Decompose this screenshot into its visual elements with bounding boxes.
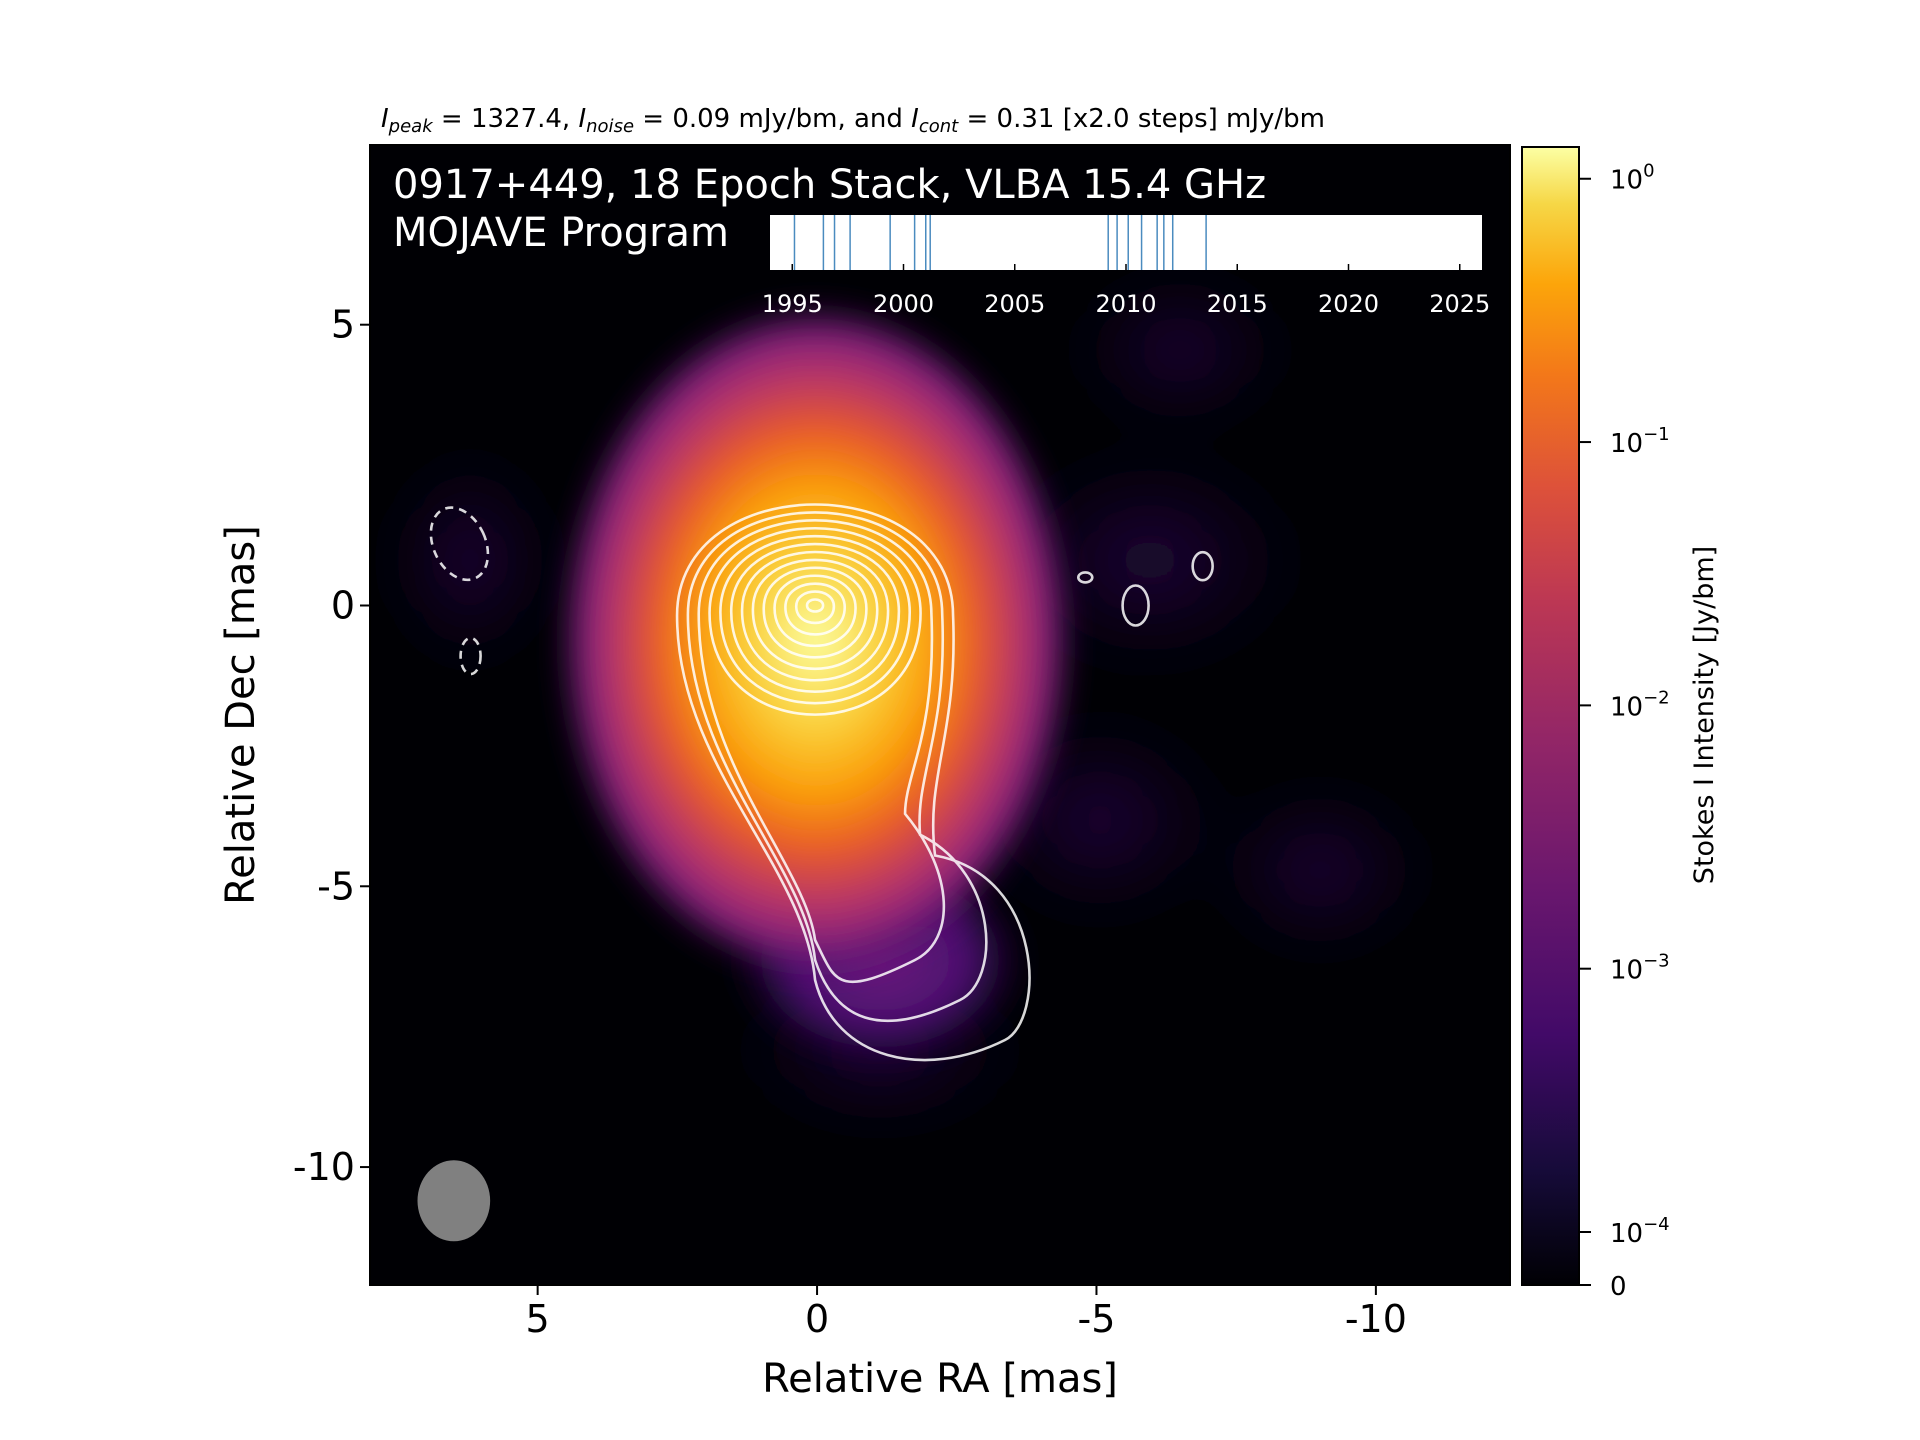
timeline-tick-label: 2000 [873,290,934,318]
contour-set [429,503,1214,1062]
epoch-timeline-box [770,215,1482,270]
timeline-tick-label: 2020 [1318,290,1379,318]
x-tick-label: -5 [1078,1297,1116,1341]
colorbar: 100 10−1 10−2 10−3 10−4 0 Stokes I Intensity … [1521,146,1720,1302]
contour-level [719,534,912,705]
y-axis-label: Relative Dec [mas] [218,525,264,905]
colorbar-tick-label: 100 [1610,161,1655,196]
timeline-tick-label: 2015 [1207,290,1268,318]
contour-level [794,590,836,625]
y-tick-label: -10 [293,1145,355,1189]
colorbar-tick-label: 10−2 [1610,687,1670,722]
y-tick-label: -5 [317,864,355,908]
contour-level [740,550,890,682]
x-tick-label: 0 [805,1297,829,1341]
y-tick-label: 5 [331,303,355,347]
negative-contour [459,636,482,676]
contour-island [1191,550,1214,582]
timeline-tick-label: 1995 [762,290,823,318]
epoch-timeline: 1995 2000 2005 2010 2015 2020 2025 [762,215,1490,318]
x-tick-label: -10 [1345,1297,1407,1341]
colorbar-tick-label: 10−3 [1610,951,1670,986]
timeline-tick-label: 2005 [984,290,1045,318]
beam-ellipse [417,1160,491,1242]
x-axis: 5 0 -5 -10 [526,1285,1407,1341]
timeline-tick-label: 2010 [1095,290,1156,318]
colorbar-tick-label: 10−1 [1610,424,1670,459]
negative-contour [429,506,490,582]
contour-level [686,511,988,1023]
program-title: MOJAVE Program [393,210,729,256]
contour-level [729,542,901,693]
contour-level [697,519,946,984]
x-axis-label: Relative RA [mas] [762,1356,1118,1402]
contour-island [1076,571,1094,584]
colorbar-label: Stokes I Intensity [Jy/bm] [1689,546,1720,884]
contour-level [675,503,1031,1062]
plot-frame [369,144,1511,1286]
image-panel: 0917+449, 18 Epoch Stack, VLBA 15.4 GHz … [369,144,1511,1286]
timeline-tick-label: 2025 [1429,290,1490,318]
contour-level [784,582,847,636]
colorbar-tick-label: 10−4 [1610,1214,1670,1249]
contour-island [1121,584,1150,627]
contour-level [773,574,857,648]
contour-level [805,598,825,613]
contour-level [708,527,922,716]
source-title: 0917+449, 18 Epoch Stack, VLBA 15.4 GHz [393,162,1266,208]
contour-level [751,558,879,670]
y-axis: 5 0 -5 -10 [293,303,370,1189]
core-emission [556,300,1076,980]
y-tick-label: 0 [331,583,355,627]
colorbar-tick-label: 0 [1610,1272,1627,1302]
contour-level [762,566,868,659]
x-tick-label: 5 [526,1297,550,1341]
header-text: Ipeak = 1327.4, Inoise = 0.09 mJy/bm, an… [381,104,1325,137]
colorbar-gradient [1521,146,1580,1286]
